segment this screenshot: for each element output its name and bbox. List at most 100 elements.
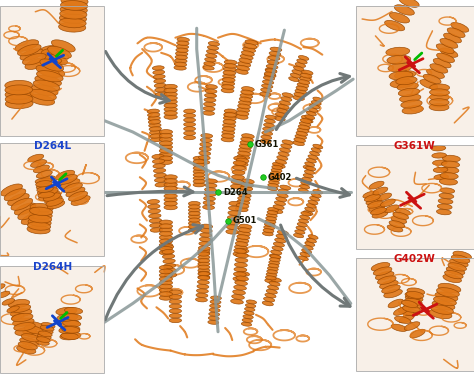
Ellipse shape	[400, 94, 421, 102]
Ellipse shape	[266, 214, 277, 218]
Ellipse shape	[236, 158, 249, 163]
Ellipse shape	[196, 297, 207, 302]
Ellipse shape	[38, 192, 55, 198]
Ellipse shape	[297, 128, 309, 133]
Ellipse shape	[262, 84, 273, 88]
Ellipse shape	[293, 233, 304, 238]
Ellipse shape	[242, 87, 254, 92]
Ellipse shape	[430, 305, 454, 314]
Ellipse shape	[308, 200, 318, 205]
Ellipse shape	[11, 313, 33, 322]
Ellipse shape	[229, 201, 242, 206]
Ellipse shape	[56, 307, 77, 315]
Ellipse shape	[43, 56, 61, 63]
Ellipse shape	[300, 185, 310, 189]
Ellipse shape	[35, 75, 62, 86]
Ellipse shape	[193, 173, 205, 177]
Ellipse shape	[264, 73, 276, 78]
Ellipse shape	[261, 88, 272, 92]
Text: G402: G402	[268, 173, 292, 182]
Ellipse shape	[233, 252, 246, 257]
Ellipse shape	[204, 196, 215, 201]
Text: D264H: D264H	[33, 262, 72, 272]
Ellipse shape	[198, 265, 210, 269]
Ellipse shape	[387, 225, 403, 232]
Ellipse shape	[198, 250, 210, 255]
Ellipse shape	[429, 89, 449, 96]
Ellipse shape	[26, 322, 45, 330]
Ellipse shape	[236, 253, 248, 258]
Ellipse shape	[233, 166, 246, 170]
Ellipse shape	[237, 155, 250, 159]
Ellipse shape	[296, 226, 306, 230]
Ellipse shape	[148, 120, 161, 124]
Ellipse shape	[232, 175, 245, 179]
Ellipse shape	[267, 187, 278, 190]
Ellipse shape	[269, 254, 281, 259]
Text: G361: G361	[255, 139, 279, 149]
Ellipse shape	[27, 225, 50, 234]
Ellipse shape	[442, 155, 460, 162]
Ellipse shape	[204, 192, 216, 196]
Ellipse shape	[282, 93, 293, 97]
Ellipse shape	[263, 232, 273, 236]
Ellipse shape	[367, 201, 383, 208]
Ellipse shape	[275, 159, 286, 164]
Ellipse shape	[148, 209, 161, 213]
Ellipse shape	[38, 195, 55, 201]
Ellipse shape	[301, 211, 311, 216]
Ellipse shape	[401, 100, 422, 108]
Ellipse shape	[1, 184, 22, 196]
Ellipse shape	[434, 175, 448, 180]
Ellipse shape	[164, 179, 177, 183]
Ellipse shape	[244, 43, 257, 49]
Ellipse shape	[446, 267, 465, 275]
Ellipse shape	[18, 208, 39, 220]
Ellipse shape	[238, 104, 250, 109]
Ellipse shape	[300, 253, 310, 257]
Ellipse shape	[21, 213, 43, 225]
Ellipse shape	[264, 297, 274, 302]
Ellipse shape	[277, 193, 288, 198]
Ellipse shape	[153, 75, 165, 79]
Ellipse shape	[13, 318, 34, 326]
Ellipse shape	[60, 9, 87, 19]
Ellipse shape	[10, 309, 32, 317]
Ellipse shape	[204, 62, 215, 66]
Ellipse shape	[193, 166, 205, 170]
Ellipse shape	[404, 322, 420, 330]
Ellipse shape	[200, 147, 211, 151]
Ellipse shape	[394, 5, 414, 15]
Ellipse shape	[443, 274, 462, 283]
Ellipse shape	[43, 53, 61, 60]
Ellipse shape	[365, 194, 380, 202]
Ellipse shape	[224, 60, 237, 64]
Ellipse shape	[162, 245, 173, 249]
Ellipse shape	[159, 243, 173, 247]
Ellipse shape	[188, 225, 200, 229]
Ellipse shape	[386, 47, 410, 56]
Ellipse shape	[263, 229, 274, 233]
Ellipse shape	[29, 211, 52, 219]
Ellipse shape	[164, 198, 177, 202]
Ellipse shape	[147, 109, 159, 113]
Ellipse shape	[5, 99, 33, 109]
Ellipse shape	[295, 63, 306, 67]
Ellipse shape	[0, 291, 10, 298]
Ellipse shape	[263, 127, 273, 131]
Ellipse shape	[445, 271, 463, 279]
Ellipse shape	[159, 228, 173, 232]
Ellipse shape	[41, 48, 59, 55]
Ellipse shape	[34, 165, 49, 173]
Ellipse shape	[159, 137, 173, 142]
Ellipse shape	[64, 183, 82, 193]
Ellipse shape	[262, 301, 273, 306]
Ellipse shape	[169, 299, 182, 304]
Ellipse shape	[241, 90, 254, 95]
Ellipse shape	[313, 144, 323, 149]
Ellipse shape	[28, 94, 55, 105]
Ellipse shape	[164, 205, 177, 210]
Ellipse shape	[402, 106, 423, 114]
Ellipse shape	[40, 325, 54, 331]
Ellipse shape	[269, 282, 280, 286]
